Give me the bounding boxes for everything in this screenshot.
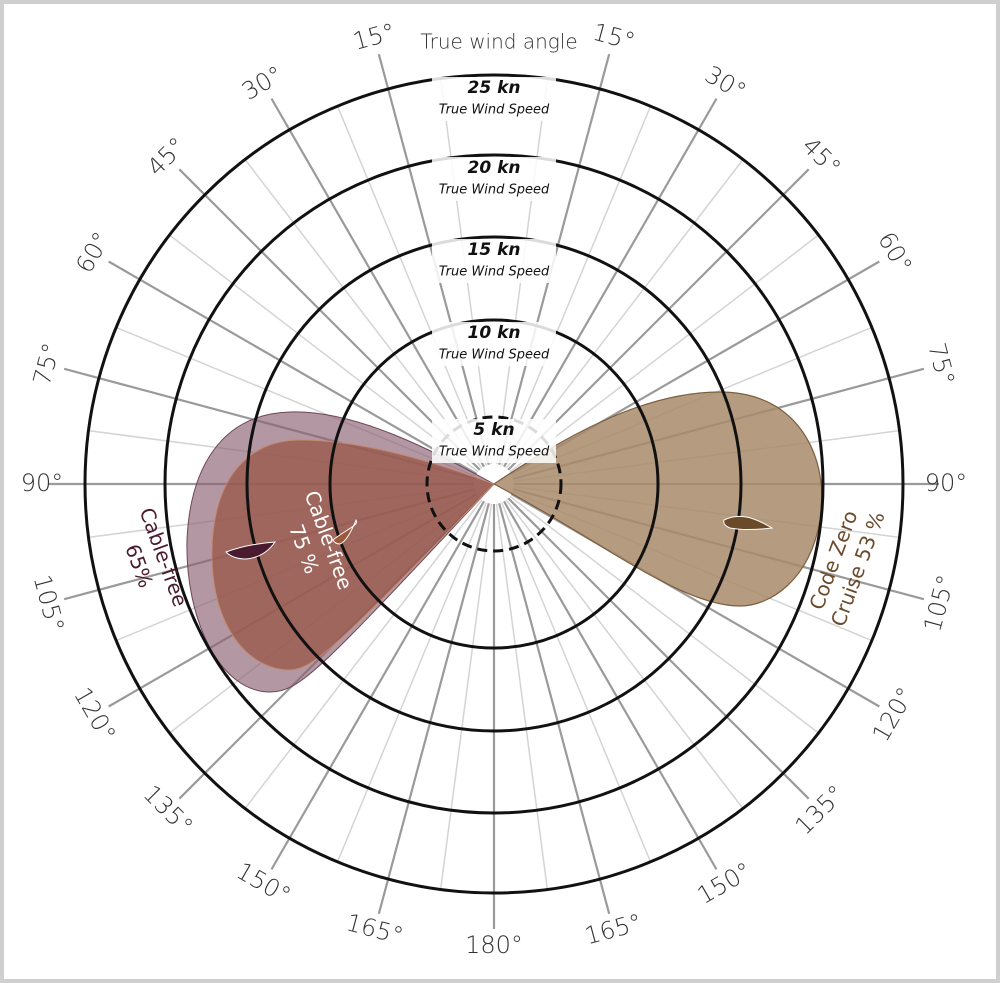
ring-caption: True Wind Speed	[439, 348, 550, 363]
ring-caption: True Wind Speed	[439, 183, 550, 198]
boat	[332, 519, 358, 545]
ring	[163, 153, 825, 815]
ring	[328, 318, 660, 650]
radial-line	[505, 159, 744, 469]
radial-line	[244, 499, 483, 809]
ring-speed: 15 kn	[468, 240, 521, 260]
radial-line	[108, 260, 478, 475]
radial-line	[270, 98, 485, 468]
ring-speed: 5 kn	[473, 420, 514, 440]
radial-line	[336, 502, 488, 863]
radial-line	[507, 168, 810, 471]
ring-speed: 10 kn	[468, 323, 521, 343]
title-bg	[412, 28, 578, 58]
radial-line	[505, 499, 744, 809]
ring-caption: True Wind Speed	[439, 445, 550, 460]
boat	[225, 541, 277, 560]
radial-line	[244, 159, 483, 469]
rings	[83, 73, 905, 895]
radial-line	[509, 234, 819, 473]
ring	[245, 235, 743, 733]
radial-line	[503, 500, 718, 870]
radial-line	[336, 105, 488, 466]
radial-line	[178, 168, 481, 471]
angle-label: 90°	[21, 469, 64, 497]
ring-speed: 20 kn	[468, 158, 521, 178]
boat	[723, 515, 774, 530]
radial-line	[509, 495, 819, 734]
title: True wind angle	[420, 30, 577, 54]
ring	[83, 73, 905, 895]
ring-speed: 25 kn	[468, 78, 521, 98]
radial-line	[500, 502, 652, 863]
radial-line	[377, 503, 490, 915]
radial-line	[498, 503, 611, 915]
angle-label: 180°	[465, 931, 523, 959]
radial-line	[270, 500, 485, 870]
radial-line	[507, 497, 810, 800]
ring-label-bg	[432, 322, 556, 366]
ring-label-bg	[432, 419, 556, 463]
ring-label-bg	[432, 77, 556, 121]
ring-label-bg	[432, 157, 556, 201]
ring	[425, 415, 563, 553]
radial-line	[169, 234, 479, 473]
radial-line	[439, 503, 493, 890]
radial-line	[503, 98, 718, 468]
angle-label: 90°	[925, 469, 968, 497]
radial-line	[500, 105, 652, 466]
ring-caption: True Wind Speed	[439, 265, 550, 280]
radial-line	[495, 503, 549, 890]
ring-caption: True Wind Speed	[439, 103, 550, 118]
ring-label-bg	[432, 239, 556, 283]
